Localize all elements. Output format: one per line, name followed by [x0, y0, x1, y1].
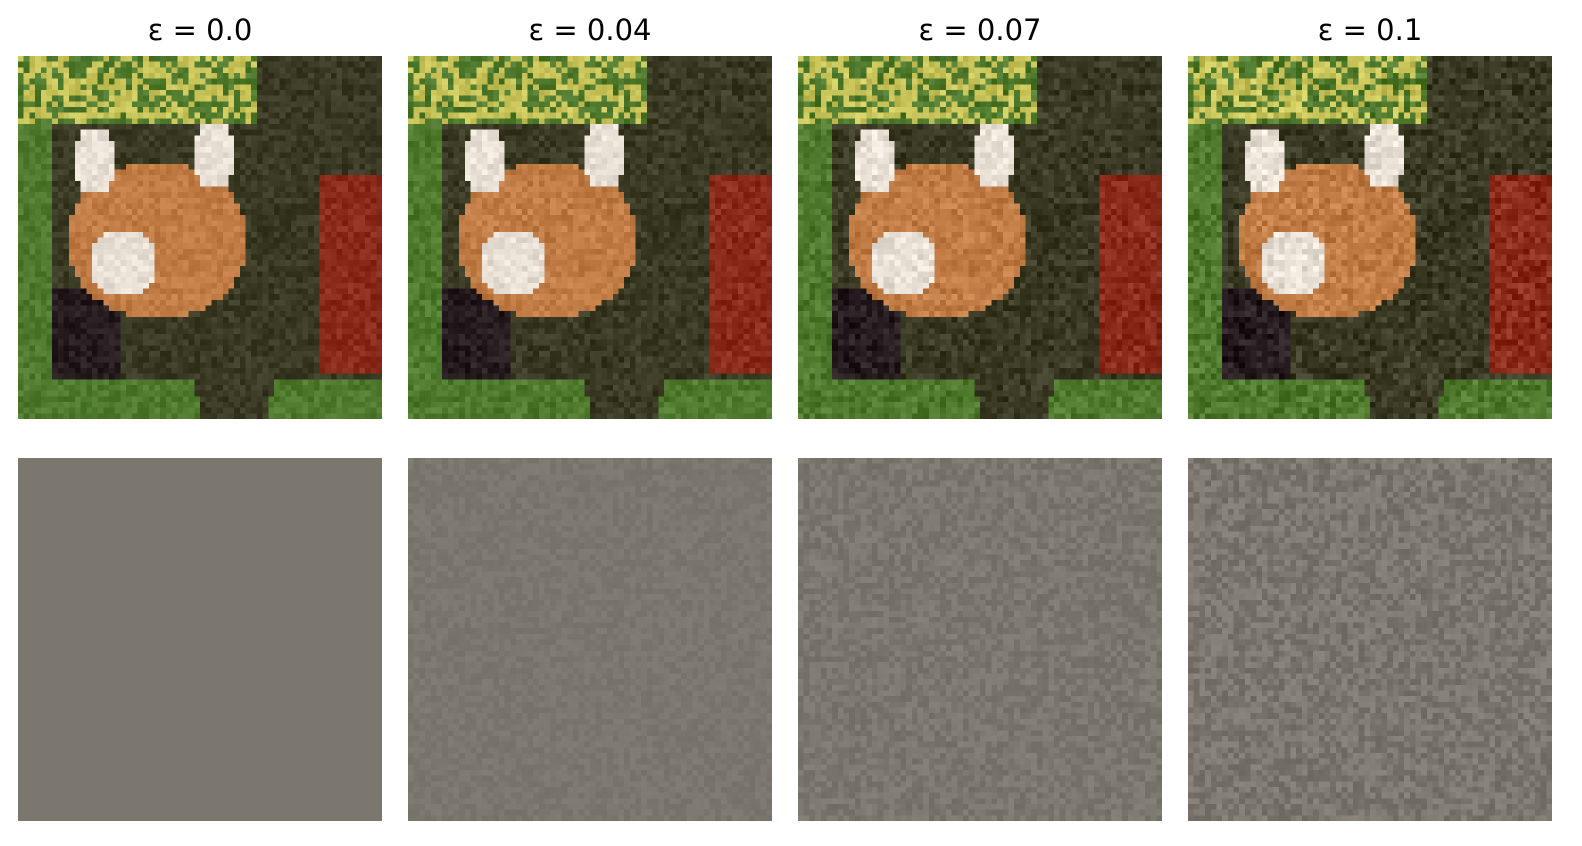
noise-image — [1188, 458, 1552, 821]
panel-title-eps-0-04: ε = 0.04 — [528, 13, 652, 47]
noise-map-eps-0-1 — [1188, 458, 1552, 821]
red-panda-image — [408, 56, 772, 419]
panel-title-eps-0-07: ε = 0.07 — [918, 13, 1042, 47]
panel-title-eps-0-1: ε = 0.1 — [1317, 13, 1423, 47]
perturbed-image-eps-0 — [18, 56, 382, 419]
noise-image — [408, 458, 772, 821]
red-panda-image — [1188, 56, 1552, 419]
noise-map-eps-0-04 — [408, 458, 772, 821]
noise-map-eps-0 — [18, 458, 382, 821]
noise-image — [798, 458, 1162, 821]
noise-image — [18, 458, 382, 821]
perturbed-image-eps-0-07 — [798, 56, 1162, 419]
noise-map-eps-0-07 — [798, 458, 1162, 821]
red-panda-image — [798, 56, 1162, 419]
panel-title-eps-0: ε = 0.0 — [147, 13, 253, 47]
red-panda-image — [18, 56, 382, 419]
perturbed-image-eps-0-04 — [408, 56, 772, 419]
perturbed-image-eps-0-1 — [1188, 56, 1552, 419]
